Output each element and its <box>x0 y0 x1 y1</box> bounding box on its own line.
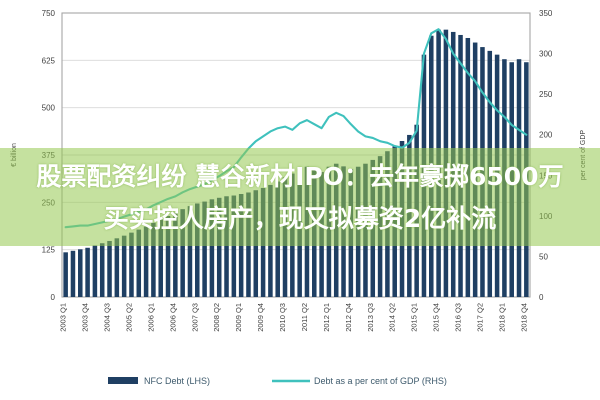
x-axis-tick-label: 2005 Q2 <box>124 303 133 332</box>
x-axis-tick-label: 2011 Q2 <box>300 303 309 331</box>
left-axis-tick-label: 250 <box>42 198 56 207</box>
left-axis-tick-label: 625 <box>42 56 56 65</box>
x-axis-tick-label: 2010 Q3 <box>278 303 287 332</box>
x-axis-tick-label: 2006 Q1 <box>146 303 155 332</box>
x-axis-tick-label: 2014 Q2 <box>388 303 397 332</box>
right-axis-title: per cent of GDP <box>580 130 587 181</box>
x-axis-tick-label: 2012 Q1 <box>322 303 331 332</box>
right-axis-tick-label: 350 <box>539 9 553 18</box>
left-axis-tick-label: 0 <box>51 293 56 302</box>
x-axis-tick-label: 2004 Q3 <box>103 303 112 332</box>
x-axis-tick-label: 2007 Q3 <box>190 303 199 332</box>
x-axis-tick-label: 2017 Q2 <box>475 303 484 332</box>
right-axis-tick-label: 100 <box>539 212 553 221</box>
left-axis-tick-label: 375 <box>42 151 56 160</box>
x-axis-tick-label: 2016 Q3 <box>454 303 463 332</box>
x-axis: 2003 Q1 2003 Q4 2004 Q3 2005 Q2 2006 Q1 2006 … <box>59 303 529 332</box>
bar-series <box>63 29 529 298</box>
right-axis-tick-label: 200 <box>539 131 553 140</box>
chart-legend: NFC Debt (LHS) Debt as a per cent of GDP … <box>108 376 447 386</box>
left-axis-tick-label: 125 <box>42 246 56 255</box>
right-axis-tick-label: 150 <box>539 171 553 180</box>
left-axis: 0 125 250 375 500 625 750 € billion <box>11 9 56 302</box>
x-axis-tick-label: 2018 Q1 <box>497 303 506 332</box>
left-axis-tick-label: 750 <box>42 9 56 18</box>
x-axis-tick-label: 2018 Q4 <box>519 303 528 332</box>
right-axis: 0 50 100 150 200 250 300 350 per cent of GDP <box>539 9 587 302</box>
x-axis-tick-label: 2015 Q4 <box>432 303 441 332</box>
x-axis-tick-label: 2012 Q4 <box>344 303 353 332</box>
right-axis-tick-label: 300 <box>539 50 553 59</box>
x-axis-tick-label: 2008 Q2 <box>212 303 221 332</box>
left-axis-tick-label: 500 <box>42 104 56 113</box>
x-axis-tick-label: 2013 Q3 <box>366 303 375 332</box>
x-axis-tick-label: 2006 Q4 <box>168 303 177 332</box>
legend-label-line: Debt as a per cent of GDP (RHS) <box>314 376 447 386</box>
x-axis-tick-label: 2015 Q1 <box>410 303 419 332</box>
right-axis-tick-label: 0 <box>539 293 544 302</box>
x-axis-tick-label: 2009 Q4 <box>256 303 265 332</box>
x-axis-tick-label: 2009 Q1 <box>234 303 243 332</box>
line-series <box>64 28 528 229</box>
x-axis-tick-label: 2003 Q4 <box>81 303 90 332</box>
left-axis-title: € billion <box>11 143 18 167</box>
right-axis-tick-label: 250 <box>539 90 553 99</box>
right-axis-tick-label: 50 <box>539 252 548 261</box>
x-axis-tick-label: 2003 Q1 <box>59 303 68 332</box>
legend-label-bar: NFC Debt (LHS) <box>144 376 210 386</box>
legend-swatch-bar <box>108 377 138 384</box>
